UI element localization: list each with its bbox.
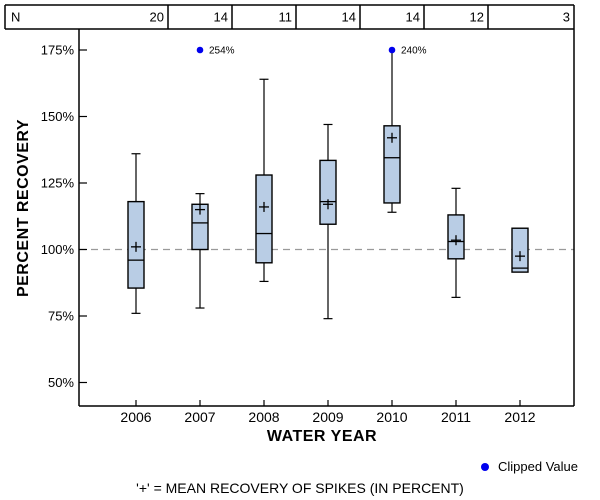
n-value: 11 bbox=[279, 10, 293, 25]
y-axis-title: PERCENT RECOVERY bbox=[15, 118, 32, 298]
x-tick-label: 2008 bbox=[248, 409, 279, 425]
box-2009 bbox=[319, 159, 337, 225]
x-tick-label: 2010 bbox=[376, 409, 407, 425]
y-tick-label: 75% bbox=[48, 309, 74, 324]
clipped-value-label-2010: 240% bbox=[401, 46, 427, 57]
clipped-value-label-2007: 254% bbox=[209, 46, 235, 57]
box-2012 bbox=[511, 227, 529, 273]
footnote: '+' = MEAN RECOVERY OF SPIKES (IN PERCEN… bbox=[136, 480, 464, 496]
y-tick-label: 100% bbox=[41, 242, 75, 257]
n-value: 14 bbox=[342, 10, 356, 25]
x-axis-title: WATER YEAR bbox=[266, 428, 378, 445]
x-tick-label: 2006 bbox=[120, 409, 151, 425]
x-tick-label: 2009 bbox=[312, 409, 343, 425]
n-value: 14 bbox=[214, 10, 228, 25]
y-tick-label: 175% bbox=[41, 43, 75, 58]
clipped-value-dot-2010 bbox=[388, 46, 396, 54]
n-value: 3 bbox=[563, 10, 570, 25]
clipped-value-dot-icon bbox=[481, 462, 489, 471]
legend-label: Clipped Value bbox=[498, 459, 578, 474]
x-tick-label: 2007 bbox=[184, 409, 215, 425]
y-tick-label: 50% bbox=[48, 375, 74, 390]
box-2010 bbox=[383, 125, 401, 204]
n-value: 14 bbox=[406, 10, 420, 25]
x-tick-label: 2011 bbox=[441, 409, 471, 425]
n-table-header: N bbox=[11, 10, 20, 25]
y-tick-label: 125% bbox=[41, 176, 75, 191]
clipped-value-dot-2007 bbox=[196, 46, 204, 54]
n-value: 20 bbox=[150, 10, 164, 25]
x-tick-label: 2012 bbox=[504, 409, 535, 425]
legend: Clipped Value bbox=[481, 459, 578, 474]
box-2007 bbox=[191, 203, 209, 251]
n-value: 12 bbox=[470, 10, 484, 25]
box-2008 bbox=[255, 174, 273, 264]
y-tick-label: 150% bbox=[41, 109, 75, 124]
